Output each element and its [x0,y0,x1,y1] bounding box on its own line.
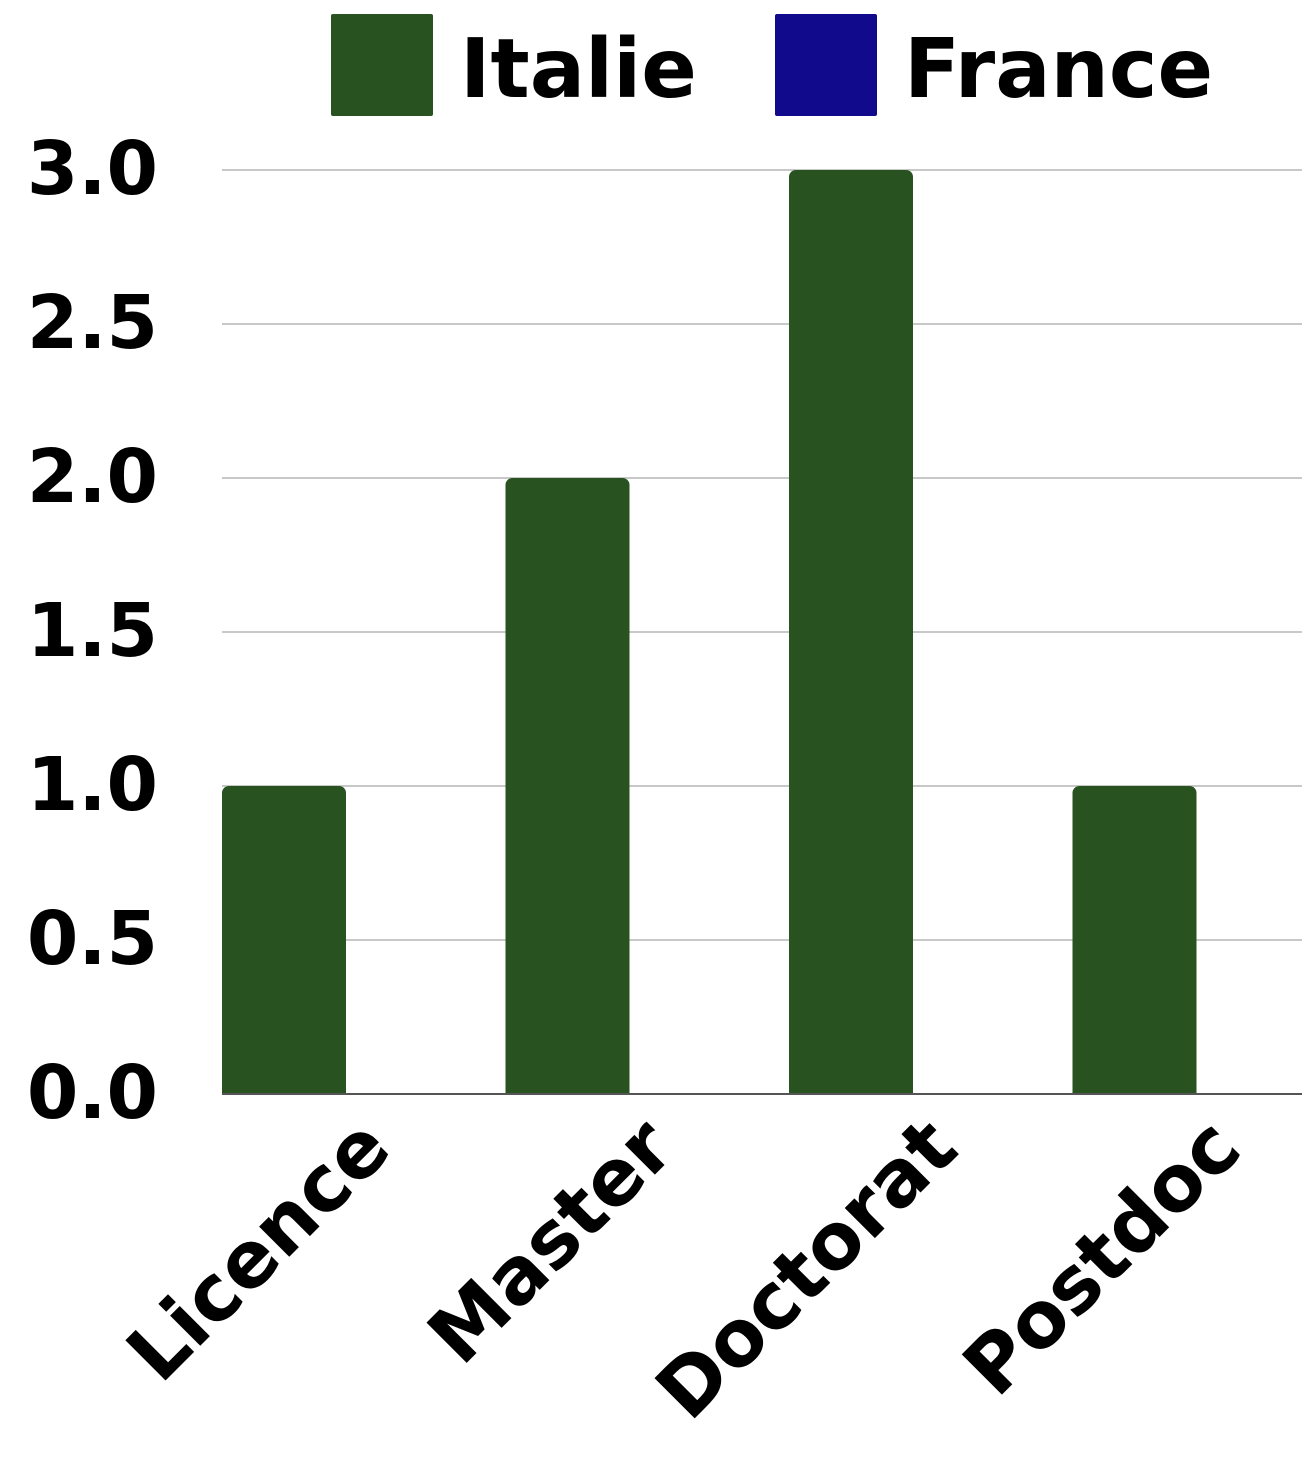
legend-swatch-italie [331,14,433,116]
x-tick-label: Postdoc [947,1102,1258,1413]
y-tick-label: 1.0 [27,742,158,828]
x-tick-label: Doctorat [639,1102,974,1437]
legend: Italie France [331,14,1213,117]
legend-swatch-france [775,14,877,116]
bar-master [505,478,630,1094]
bar-postdoc [1072,786,1197,1094]
y-tick-label: 0.0 [27,1050,158,1136]
y-axis-ticks: 0.0 0.5 1.0 1.5 2.0 2.5 3.0 [27,126,158,1136]
x-tick-label: Master [411,1101,691,1381]
bar-base [505,1084,630,1094]
y-tick-label: 1.5 [27,588,158,674]
legend-label-italie: Italie [460,22,697,117]
bars [222,170,1197,1094]
legend-label-france: France [904,22,1213,117]
y-tick-label: 0.5 [27,896,158,982]
bar-doctorat [789,170,913,1094]
y-tick-label: 2.0 [27,434,158,520]
bar-licence [222,786,346,1094]
y-tick-label: 2.5 [27,280,158,366]
bar-base [789,1084,913,1094]
bar-base [222,1084,346,1094]
y-tick-label: 3.0 [27,126,158,212]
bar-base [1072,1084,1197,1094]
x-tick-label: Licence [110,1102,407,1399]
